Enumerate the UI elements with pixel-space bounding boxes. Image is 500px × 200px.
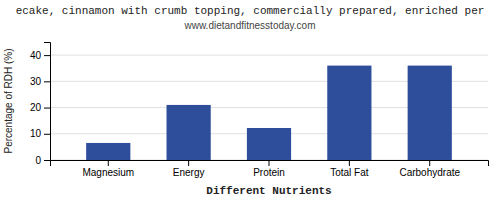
y-axis-title: Percentage of RDH (%): [3, 48, 14, 153]
tick-mark: [44, 81, 50, 82]
tick-label: Energy: [173, 167, 205, 178]
tick-mark: [44, 55, 50, 56]
tick-label: 10: [30, 128, 42, 139]
x-axis: Magnesium Energy Protein Total Fat Carbohydr…: [51, 160, 489, 178]
bars: [86, 66, 452, 160]
tick-mark: [44, 134, 50, 135]
tick-label: 20: [30, 102, 42, 113]
tick: 20: [30, 102, 50, 113]
tick: Total Fat: [330, 160, 369, 178]
tick-label: 40: [30, 50, 42, 61]
tick: Protein: [253, 160, 285, 178]
tick-mark: [44, 160, 50, 161]
tick-mark: [108, 160, 109, 166]
tick-mark: [188, 160, 189, 166]
bar: [86, 143, 130, 160]
grid: [50, 55, 488, 160]
tick: 30: [30, 76, 50, 87]
tick-label: Magnesium: [82, 167, 134, 178]
tick-mark: [429, 160, 430, 166]
axis-line: [51, 161, 489, 167]
tick-label: Total Fat: [330, 167, 369, 178]
tick-mark: [349, 160, 350, 166]
tick: Magnesium: [82, 160, 134, 178]
tick: Energy: [173, 160, 205, 178]
bar: [167, 105, 211, 160]
subtitle: www.dietandfitnesstoday.com: [184, 20, 316, 31]
tick: 10: [30, 128, 50, 139]
tick-label: Carbohydrate: [399, 167, 460, 178]
tick: 0: [35, 155, 50, 166]
tick-mark: [44, 108, 50, 109]
tick-label: 30: [30, 76, 42, 87]
plot: 0 10 20 30 40 Magnesium Energy Protein Total Fat…: [30, 43, 489, 179]
tick-label: Protein: [253, 167, 285, 178]
chart: ecake, cinnamon with crumb topping, comm…: [0, 0, 500, 200]
y-axis: 0 10 20 30 40: [30, 43, 51, 166]
tick-mark: [269, 160, 270, 166]
title: ecake, cinnamon with crumb topping, comm…: [16, 5, 485, 17]
axis-line: [44, 43, 51, 161]
tick: Carbohydrate: [399, 160, 460, 178]
x-axis-title: Different Nutrients: [206, 185, 331, 197]
grid-line: [50, 55, 488, 56]
bar: [327, 66, 371, 160]
bar: [408, 66, 452, 160]
tick: 40: [30, 50, 50, 61]
bar: [247, 128, 291, 160]
tick-label: 0: [35, 155, 41, 166]
